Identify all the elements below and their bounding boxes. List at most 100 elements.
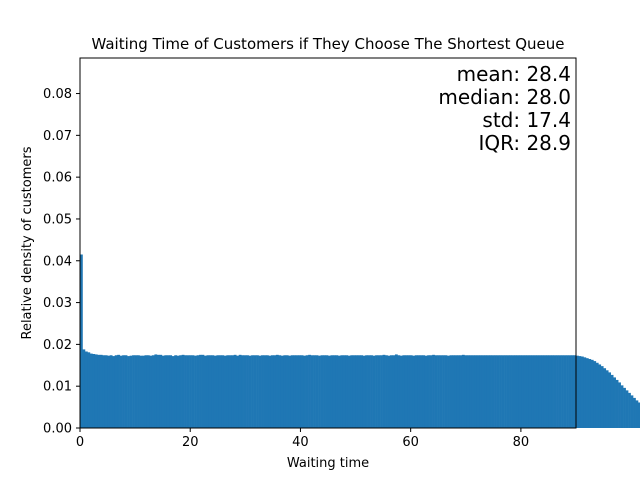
histogram-bar (246, 355, 249, 428)
histogram-bar (194, 355, 197, 428)
histogram-bar (528, 355, 532, 428)
histogram-bar (268, 355, 272, 428)
histogram-bar (184, 355, 187, 428)
histogram-bar (253, 355, 257, 428)
histogram-bar (585, 358, 589, 428)
histogram-bar (442, 355, 445, 428)
histogram-bar (129, 355, 133, 428)
y-tick-label: 0.01 (43, 380, 72, 395)
histogram-bar (280, 355, 284, 428)
x-tick-label: 0 (76, 435, 84, 450)
histogram-bar (434, 355, 438, 428)
histogram-bar (347, 355, 351, 428)
stat-std: std: 17.4 (482, 108, 571, 132)
histogram-bar (449, 355, 453, 428)
histogram-bar (506, 355, 510, 428)
histogram-bar (367, 355, 371, 428)
x-tick-label: 40 (292, 435, 309, 450)
histogram-bar (332, 355, 336, 428)
histogram-bar (355, 355, 359, 428)
histogram-bar (382, 354, 386, 428)
histogram-bar (486, 355, 490, 428)
histogram-bar (625, 390, 629, 428)
histogram-bar (476, 355, 480, 428)
histogram-bar (499, 355, 502, 428)
x-tick-label: 80 (513, 435, 530, 450)
histogram-bar (122, 355, 125, 428)
histogram-bar (89, 353, 93, 428)
histogram-bar (199, 354, 202, 428)
histogram-bar (342, 355, 346, 428)
histogram-bar (553, 355, 557, 428)
histogram-bar (638, 402, 640, 428)
y-tick-label: 0.03 (43, 296, 72, 311)
histogram-bar (511, 355, 515, 428)
histogram-bar (399, 355, 403, 428)
histogram-bar (161, 355, 165, 428)
histogram-bar (345, 355, 349, 428)
histogram-bar (288, 355, 292, 428)
histogram-bar (521, 355, 525, 428)
chart-title: Waiting Time of Customers if They Choose… (91, 35, 564, 53)
histogram-bar (295, 355, 299, 428)
histogram-bar (186, 355, 190, 428)
histogram-bar (628, 392, 631, 428)
histogram-bar (109, 355, 113, 428)
histogram-bar (380, 355, 383, 428)
histogram-bar (337, 355, 341, 428)
histogram-bar (124, 355, 128, 428)
histogram-bar (523, 355, 527, 428)
histogram-bar (588, 359, 592, 428)
histogram-bar (412, 355, 416, 428)
histogram-bar (447, 355, 450, 428)
histogram-bar (191, 355, 195, 428)
histogram-bar (615, 379, 619, 428)
histogram-bar (340, 355, 344, 428)
histogram-bar (593, 361, 597, 428)
histogram-bar (171, 356, 175, 428)
histogram-bar (394, 354, 398, 428)
histogram-bar (251, 355, 254, 428)
histogram-bar (558, 355, 562, 428)
histogram-bar (303, 355, 306, 428)
histogram-bar (580, 356, 584, 428)
histogram-bar (633, 397, 636, 428)
histogram-bar (139, 355, 143, 428)
histogram-bar (159, 354, 163, 428)
y-axis-label: Relative density of customers (20, 146, 35, 339)
histogram-bar (223, 355, 227, 428)
histogram-bar (166, 355, 170, 428)
histogram-bar (189, 355, 192, 428)
histogram-bar (293, 355, 297, 428)
histogram-bar (563, 355, 567, 428)
histogram-bar (313, 355, 316, 428)
histogram-bar (310, 355, 314, 428)
histogram-bar (80, 254, 83, 428)
histogram-bar (541, 355, 545, 428)
histogram-bar (385, 355, 388, 428)
histogram-bar (82, 349, 86, 428)
histogram-bar (102, 355, 106, 428)
histogram-bar (444, 355, 448, 428)
histogram-bar (461, 354, 465, 428)
stat-iqr: IQR: 28.9 (478, 131, 571, 155)
histogram-bar (350, 355, 354, 428)
histogram-bar (516, 355, 520, 428)
histogram-bar (489, 355, 492, 428)
histogram-bar (221, 355, 225, 428)
y-axis-ticks: 0.00 0.01 0.02 0.03 0.04 0.05 0.06 0.07 0.08 (43, 87, 80, 437)
x-axis-label: Waiting time (287, 456, 369, 471)
histogram-bar (114, 355, 118, 428)
histogram-bar (112, 356, 116, 428)
histogram-bar (261, 355, 264, 428)
histogram-bar (518, 355, 522, 428)
y-tick-label: 0.04 (43, 254, 72, 269)
y-tick-label: 0.06 (43, 171, 72, 186)
histogram-bar (263, 355, 267, 428)
histogram-bar (479, 355, 483, 428)
histogram-bar (137, 355, 140, 428)
histogram-bar (305, 355, 309, 428)
histogram-bar (275, 354, 279, 428)
y-tick-label: 0.05 (43, 212, 72, 227)
